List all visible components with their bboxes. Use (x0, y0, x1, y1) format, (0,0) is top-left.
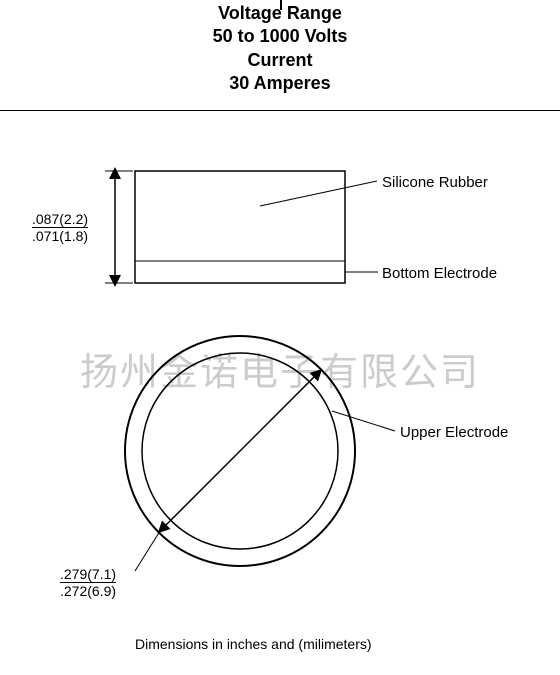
label-upper-electrode: Upper Electrode (400, 424, 508, 441)
header-line-3: Current (0, 49, 560, 72)
dim-dia-bot: .272(6.9) (60, 583, 116, 599)
header-line-4: 30 Amperes (0, 72, 560, 95)
header-line-2: 50 to 1000 Volts (0, 25, 560, 48)
diameter-arrow (162, 373, 318, 529)
dim-dia-top: .279(7.1) (60, 566, 116, 584)
header-top-tick (280, 0, 282, 10)
side-view-rect (135, 171, 345, 283)
dim-label-diameter: .279(7.1) .272(6.9) (60, 566, 116, 601)
header-block: Voltage Range 50 to 1000 Volts Current 3… (0, 0, 560, 111)
dim-label-side: .087(2.2) .071(1.8) (32, 211, 88, 246)
label-bottom-electrode: Bottom Electrode (382, 265, 497, 282)
footer-note: Dimensions in inches and (milimeters) (135, 636, 372, 652)
diagram-area: 扬州金诺电子有限公司 .087(2.2 (0, 111, 560, 671)
dim-leader-bottom (135, 531, 160, 571)
callout-upper-line (332, 411, 395, 431)
label-silicone-rubber: Silicone Rubber (382, 174, 488, 191)
dim-side-bot: .071(1.8) (32, 228, 88, 244)
dim-side-top: .087(2.2) (32, 211, 88, 229)
callout-rubber-line (260, 181, 377, 206)
